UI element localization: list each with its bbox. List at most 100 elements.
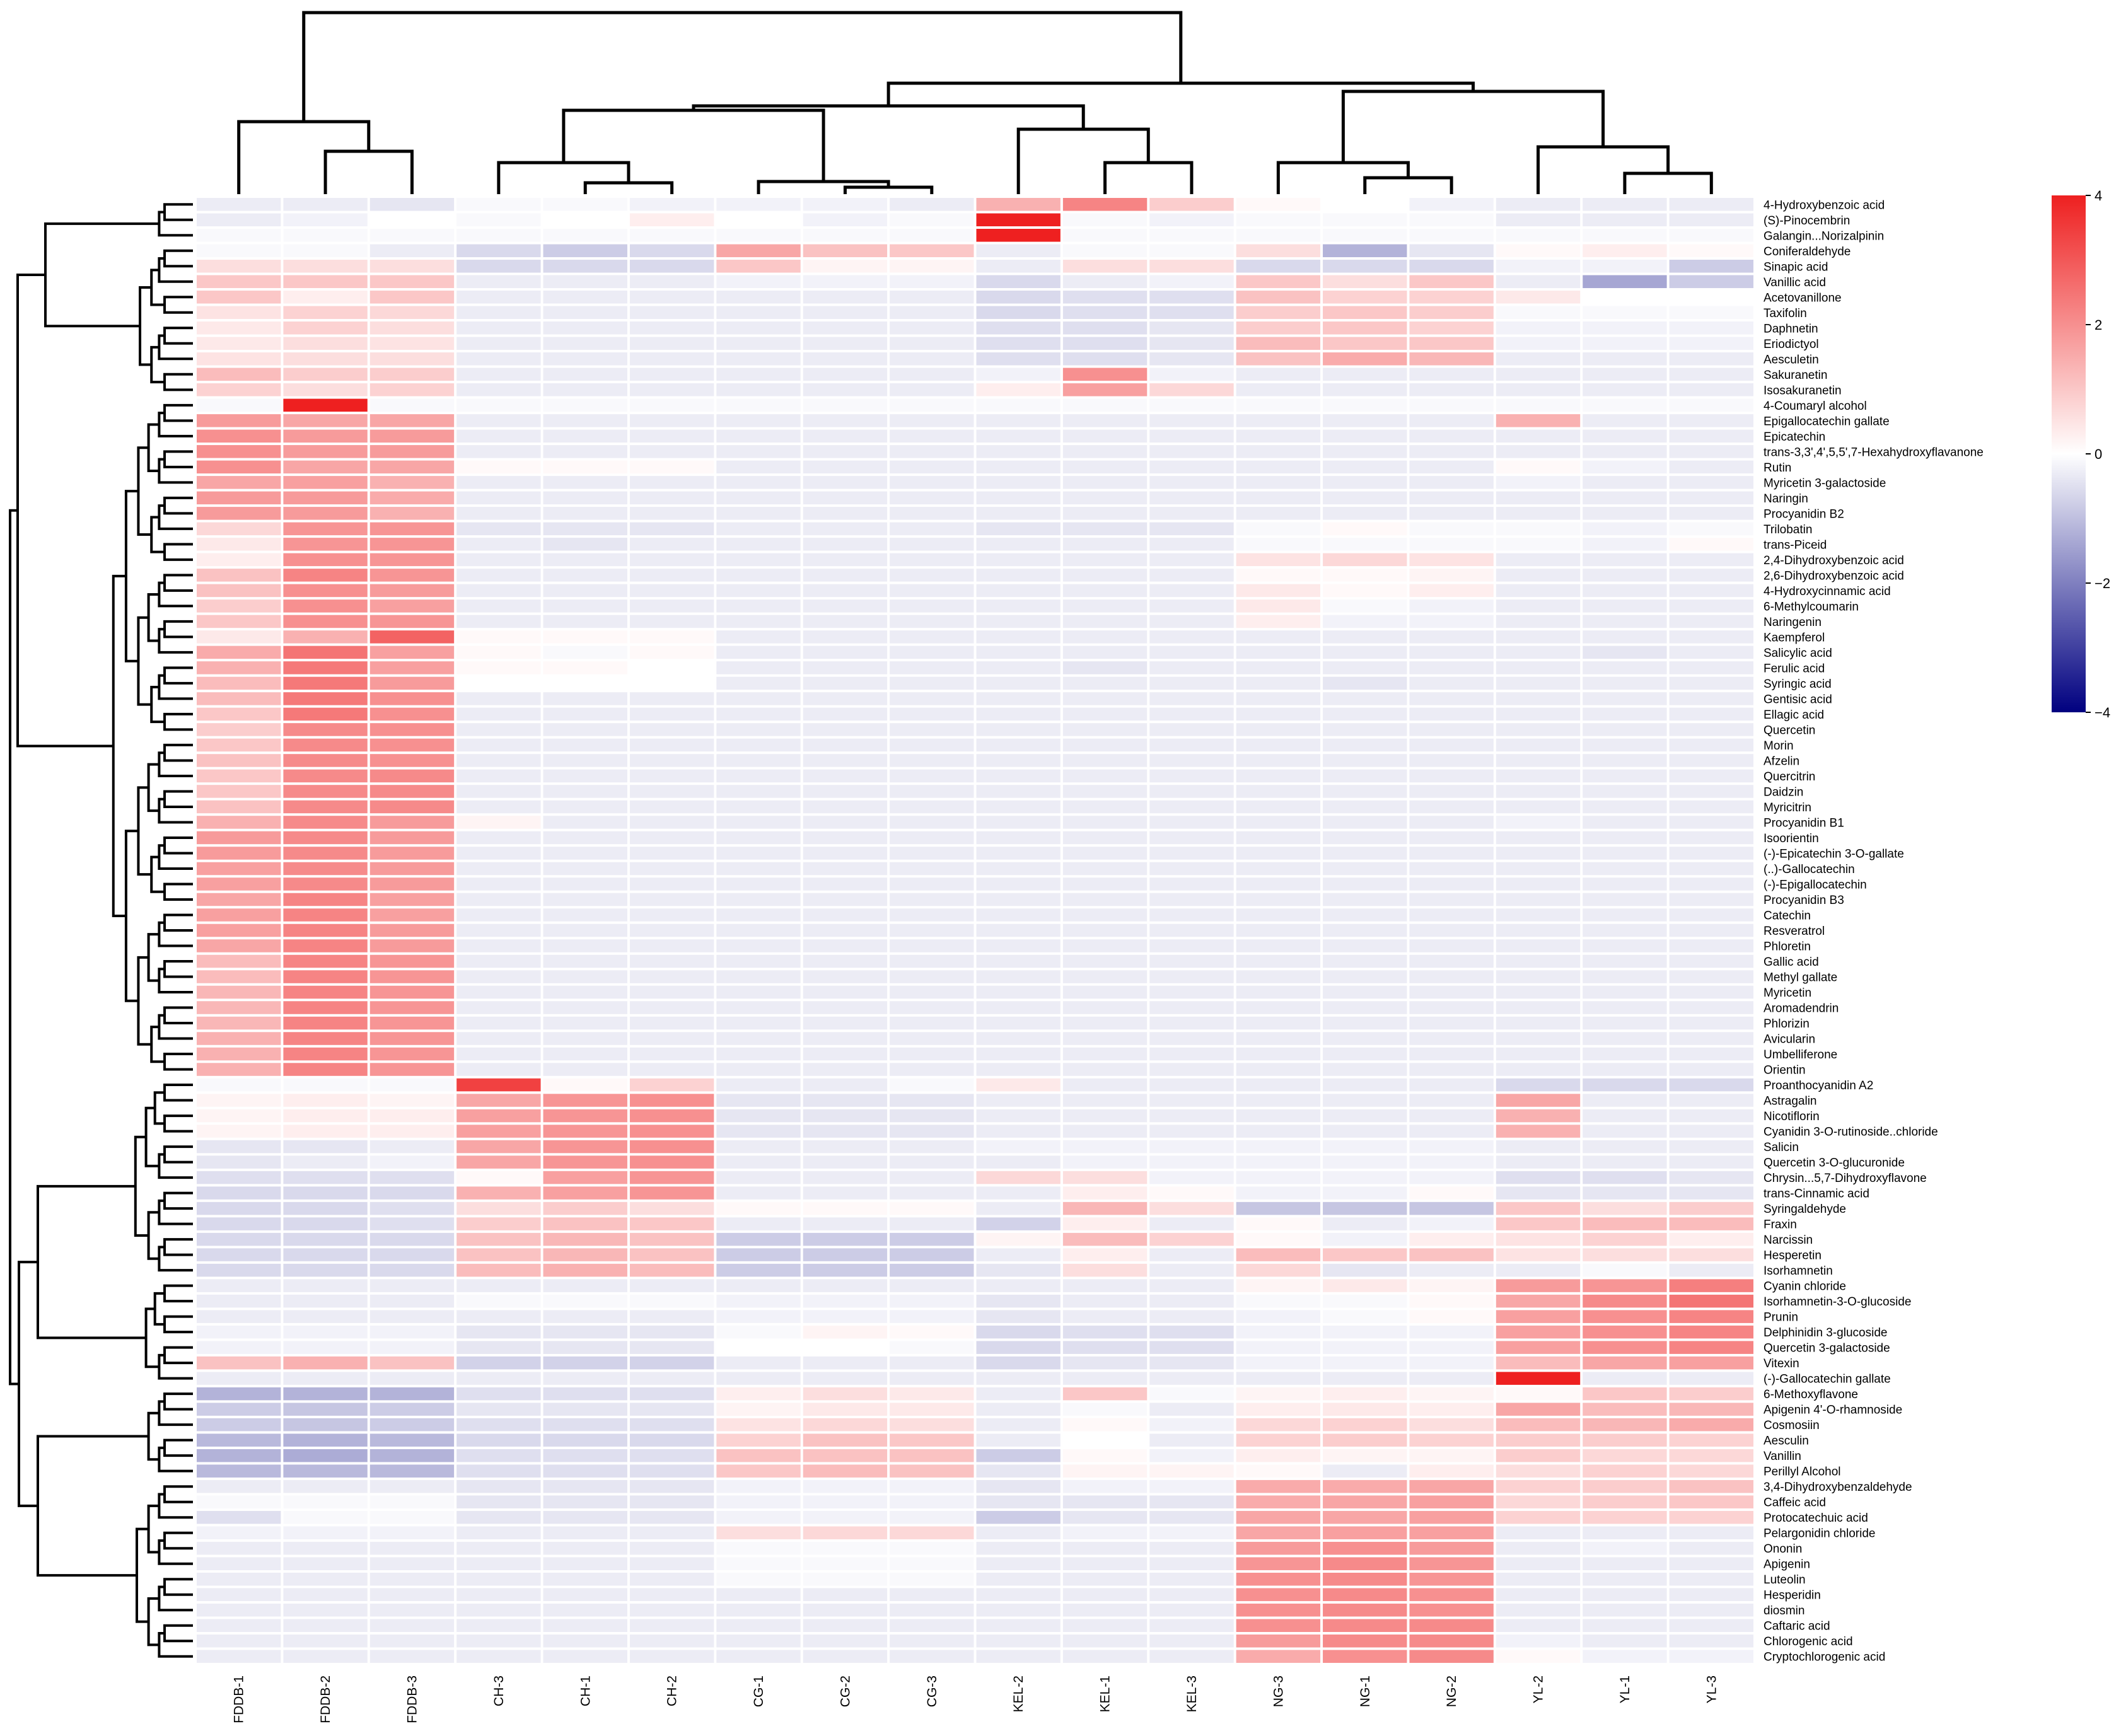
heatmap-cell (1236, 1372, 1321, 1385)
heatmap-cell (1323, 1248, 1407, 1261)
heatmap-cell (369, 1634, 455, 1648)
heatmap-cell (716, 507, 801, 520)
heatmap-cell (1323, 460, 1407, 474)
row-label: diosmin (1764, 1604, 1804, 1617)
heatmap-cell (369, 723, 455, 736)
heatmap-cell (1669, 754, 1753, 767)
heatmap-cell (197, 877, 281, 891)
heatmap-cell (197, 1449, 281, 1462)
heatmap-cell (1323, 893, 1407, 906)
heatmap-cell (456, 476, 541, 489)
heatmap-cell (1062, 306, 1148, 320)
heatmap-cell (283, 1650, 368, 1663)
heatmap-cell (1496, 1619, 1581, 1632)
heatmap-cell (197, 1016, 281, 1030)
heatmap-cell (197, 1140, 281, 1154)
heatmap-cell (543, 1171, 627, 1184)
heatmap-cell (1583, 522, 1667, 536)
heatmap-cell (1583, 630, 1667, 644)
heatmap-cell (197, 692, 281, 705)
heatmap-cell (1062, 522, 1148, 536)
heatmap-cell (456, 306, 541, 320)
heatmap-cell (543, 1016, 627, 1030)
heatmap-cell (456, 939, 541, 952)
heatmap-cell (456, 414, 541, 427)
heatmap-cell (629, 213, 714, 227)
heatmap-cell (369, 1109, 455, 1123)
heatmap-cell (1409, 1464, 1494, 1478)
heatmap-cell (1409, 244, 1494, 258)
dendrogram-link (147, 933, 160, 982)
heatmap-cell (803, 1650, 888, 1663)
heatmap-cell (803, 260, 888, 273)
heatmap-cell (283, 1557, 368, 1570)
heatmap-cell (543, 1619, 627, 1632)
heatmap-cell (197, 1541, 281, 1555)
heatmap-cell (197, 1155, 281, 1169)
heatmap-cell (456, 661, 541, 674)
heatmap-cell (1323, 445, 1407, 458)
heatmap-cell (1496, 1325, 1581, 1339)
dendrogram-link (562, 108, 825, 182)
heatmap-cell (976, 1248, 1060, 1261)
heatmap-cell (1149, 1217, 1234, 1230)
heatmap-cell (1323, 1619, 1407, 1632)
heatmap-cell (1409, 1201, 1494, 1215)
heatmap-cell (803, 831, 888, 845)
heatmap-cell (456, 676, 541, 690)
heatmap-cell (1062, 337, 1148, 350)
heatmap-cell (1236, 1403, 1321, 1416)
heatmap-cell (1149, 847, 1234, 860)
heatmap-cell (1062, 414, 1148, 427)
heatmap-cell (803, 1063, 888, 1076)
heatmap-cell (1496, 1588, 1581, 1601)
heatmap-cell (1062, 1479, 1148, 1493)
heatmap-cell (369, 476, 455, 489)
heatmap-cell (976, 908, 1060, 922)
heatmap-cell (1323, 615, 1407, 628)
heatmap-cell (629, 522, 714, 536)
heatmap-cell (283, 738, 368, 752)
heatmap-cell (1496, 291, 1581, 304)
heatmap-cell (456, 707, 541, 721)
row-label: Prunin (1764, 1311, 1798, 1324)
heatmap-cell (369, 383, 455, 396)
heatmap-cell (1236, 522, 1321, 536)
heatmap-cell (369, 1310, 455, 1323)
heatmap-cell (283, 1464, 368, 1478)
heatmap-cell (1236, 692, 1321, 705)
heatmap-cell (1583, 785, 1667, 798)
heatmap-cell (716, 1650, 801, 1663)
heatmap-cell (543, 414, 627, 427)
heatmap-cell (976, 1526, 1060, 1539)
heatmap-cell (803, 645, 888, 659)
heatmap-cell (1496, 831, 1581, 845)
heatmap-cell (1236, 1634, 1321, 1648)
heatmap-cell (1409, 923, 1494, 937)
heatmap-cell (543, 1232, 627, 1246)
heatmap-cell (890, 816, 974, 829)
row-label: Caftaric acid (1764, 1620, 1830, 1633)
heatmap-cell (976, 985, 1060, 999)
dendrogram-link (163, 543, 193, 561)
heatmap-cell (1323, 337, 1407, 350)
heatmap-cell (976, 599, 1060, 613)
heatmap-cell (1236, 985, 1321, 999)
heatmap-cell (976, 352, 1060, 366)
heatmap-cell (1323, 1063, 1407, 1076)
heatmap-cell (456, 1510, 541, 1524)
heatmap-cell (1669, 229, 1753, 242)
heatmap-cell (1062, 754, 1148, 767)
heatmap-cell (629, 1016, 714, 1030)
heatmap-cell (1149, 939, 1234, 952)
heatmap-cell (456, 1171, 541, 1184)
heatmap-cell (1236, 1310, 1321, 1323)
dendrogram-link (163, 836, 193, 855)
heatmap-cell (283, 862, 368, 876)
heatmap-cell (1236, 584, 1321, 598)
heatmap-cell (1062, 1495, 1148, 1508)
heatmap-cell (1149, 1403, 1234, 1416)
dendrogram-link (147, 763, 160, 813)
heatmap-cell (1409, 1526, 1494, 1539)
heatmap-cell (1669, 1063, 1753, 1076)
